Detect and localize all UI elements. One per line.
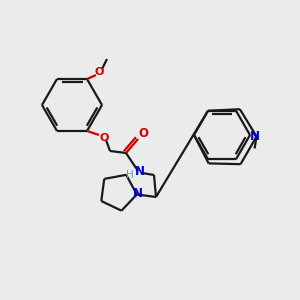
Text: O: O: [94, 67, 104, 77]
Text: N: N: [135, 166, 145, 178]
Text: N: N: [250, 130, 260, 143]
Text: O: O: [99, 133, 109, 143]
Text: H: H: [126, 170, 134, 180]
Text: N: N: [133, 187, 143, 200]
Text: O: O: [138, 128, 148, 140]
